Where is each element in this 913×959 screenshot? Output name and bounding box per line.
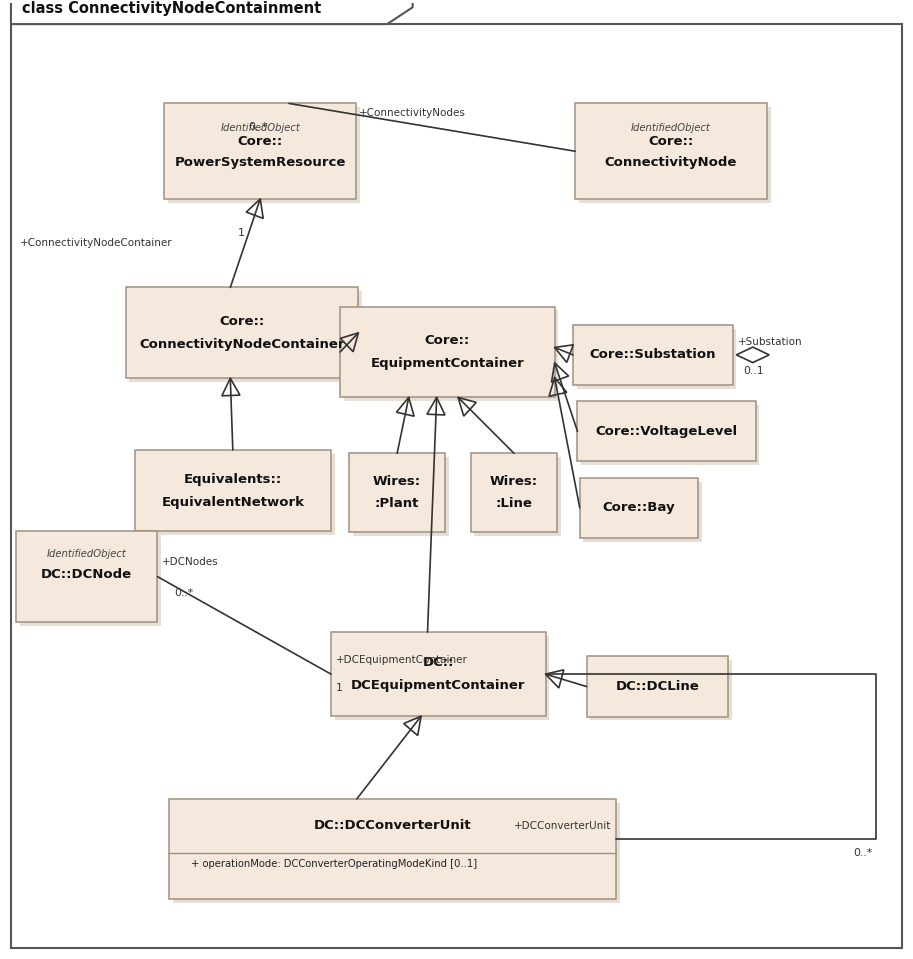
FancyBboxPatch shape — [164, 104, 356, 199]
Polygon shape — [11, 0, 413, 24]
Text: 0..*: 0..* — [247, 122, 267, 132]
Text: DC::: DC:: — [423, 656, 454, 669]
Text: DC::DCLine: DC::DCLine — [615, 680, 699, 693]
Text: IdentifiedObject: IdentifiedObject — [631, 124, 711, 133]
Text: 0..1: 0..1 — [743, 366, 764, 376]
Text: Equivalents::: Equivalents:: — [184, 473, 282, 485]
Text: +Substation: +Substation — [738, 338, 803, 347]
Text: Wires:: Wires: — [373, 475, 421, 487]
Text: ConnectivityNode: ConnectivityNode — [605, 156, 737, 169]
FancyBboxPatch shape — [573, 325, 732, 385]
FancyBboxPatch shape — [331, 632, 545, 716]
Text: +DCEquipmentContainer: +DCEquipmentContainer — [335, 655, 467, 665]
FancyBboxPatch shape — [581, 405, 759, 465]
Text: Core::VoltageLevel: Core::VoltageLevel — [595, 425, 738, 438]
Text: Wires:: Wires: — [490, 475, 538, 487]
Text: EquipmentContainer: EquipmentContainer — [371, 357, 524, 370]
FancyBboxPatch shape — [126, 288, 358, 378]
FancyBboxPatch shape — [575, 104, 767, 199]
FancyBboxPatch shape — [470, 454, 557, 531]
FancyBboxPatch shape — [11, 24, 902, 947]
FancyBboxPatch shape — [173, 803, 620, 903]
FancyBboxPatch shape — [580, 478, 698, 538]
Text: + operationMode: DCConverterOperatingModeKind [0..1]: + operationMode: DCConverterOperatingMod… — [191, 859, 477, 869]
Text: DC::DCConverterUnit: DC::DCConverterUnit — [314, 820, 471, 832]
FancyBboxPatch shape — [586, 657, 728, 716]
Text: PowerSystemResource: PowerSystemResource — [174, 156, 346, 169]
FancyBboxPatch shape — [20, 535, 161, 626]
Text: +DCNodes: +DCNodes — [162, 557, 219, 567]
FancyBboxPatch shape — [349, 454, 445, 531]
FancyBboxPatch shape — [343, 311, 558, 401]
Text: EquivalentNetwork: EquivalentNetwork — [162, 496, 304, 508]
Text: Core::Substation: Core::Substation — [590, 348, 716, 362]
Text: DC::DCNode: DC::DCNode — [41, 569, 132, 581]
FancyBboxPatch shape — [334, 636, 549, 720]
Text: +ConnectivityNodes: +ConnectivityNodes — [359, 107, 466, 118]
FancyBboxPatch shape — [130, 292, 362, 382]
FancyBboxPatch shape — [340, 307, 554, 397]
Text: 1: 1 — [237, 228, 245, 239]
Text: IdentifiedObject: IdentifiedObject — [47, 549, 127, 559]
Text: Core::: Core:: — [237, 135, 283, 149]
FancyBboxPatch shape — [139, 454, 334, 535]
Text: Core::Bay: Core::Bay — [603, 502, 676, 514]
Text: +DCConverterUnit: +DCConverterUnit — [514, 821, 612, 831]
FancyBboxPatch shape — [169, 799, 616, 900]
Text: IdentifiedObject: IdentifiedObject — [220, 124, 300, 133]
FancyBboxPatch shape — [475, 457, 561, 535]
Text: Core::: Core:: — [425, 334, 470, 347]
Text: 0..*: 0..* — [853, 848, 872, 858]
Text: DCEquipmentContainer: DCEquipmentContainer — [351, 679, 526, 692]
Text: class ConnectivityNodeContainment: class ConnectivityNodeContainment — [22, 1, 321, 16]
FancyBboxPatch shape — [590, 661, 732, 720]
Text: 0..*: 0..* — [173, 588, 193, 597]
Text: 1: 1 — [335, 683, 342, 693]
Text: ConnectivityNodeContainer: ConnectivityNodeContainer — [139, 338, 345, 351]
FancyBboxPatch shape — [577, 401, 755, 461]
FancyBboxPatch shape — [16, 531, 157, 622]
FancyBboxPatch shape — [579, 107, 771, 203]
FancyBboxPatch shape — [352, 457, 448, 535]
Text: :Line: :Line — [496, 498, 532, 510]
FancyBboxPatch shape — [135, 450, 331, 531]
FancyBboxPatch shape — [577, 329, 736, 388]
FancyBboxPatch shape — [583, 481, 702, 542]
Text: :Plant: :Plant — [375, 498, 419, 510]
Text: +ConnectivityNodeContainer: +ConnectivityNodeContainer — [20, 238, 173, 248]
FancyBboxPatch shape — [168, 107, 360, 203]
Text: Core::: Core:: — [219, 315, 265, 328]
Text: Core::: Core:: — [648, 135, 694, 149]
